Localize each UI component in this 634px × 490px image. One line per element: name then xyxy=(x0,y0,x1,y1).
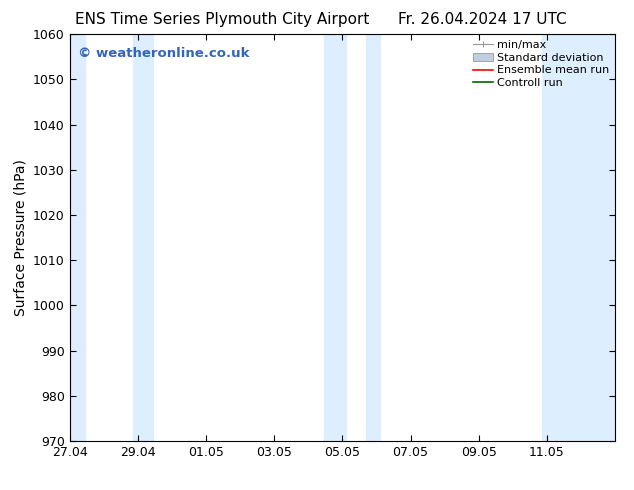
Bar xyxy=(133,34,153,441)
Bar xyxy=(70,34,85,441)
Bar xyxy=(323,34,346,441)
Bar xyxy=(541,34,615,441)
Text: ENS Time Series Plymouth City Airport: ENS Time Series Plymouth City Airport xyxy=(75,12,369,27)
Legend: min/max, Standard deviation, Ensemble mean run, Controll run: min/max, Standard deviation, Ensemble me… xyxy=(473,40,609,88)
Text: Fr. 26.04.2024 17 UTC: Fr. 26.04.2024 17 UTC xyxy=(398,12,566,27)
Y-axis label: Surface Pressure (hPa): Surface Pressure (hPa) xyxy=(13,159,27,316)
Text: © weatheronline.co.uk: © weatheronline.co.uk xyxy=(78,47,249,59)
Bar xyxy=(366,34,380,441)
